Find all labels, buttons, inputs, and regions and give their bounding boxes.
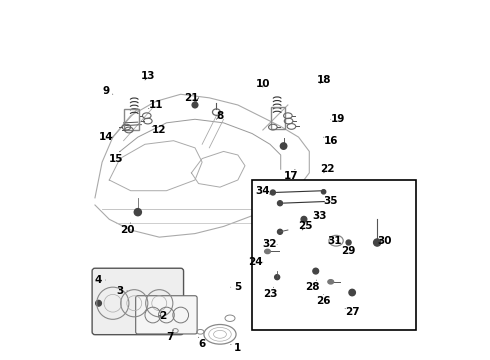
Text: 20: 20 (120, 225, 134, 235)
Text: 7: 7 (166, 332, 173, 342)
Circle shape (349, 289, 355, 296)
Text: 6: 6 (198, 339, 206, 349)
Text: 2: 2 (159, 311, 167, 321)
Text: 22: 22 (320, 164, 334, 174)
Text: 25: 25 (298, 221, 313, 231)
Circle shape (280, 143, 287, 149)
Text: 5: 5 (234, 282, 242, 292)
Circle shape (270, 190, 275, 195)
Text: 19: 19 (331, 114, 345, 124)
Text: 29: 29 (342, 247, 356, 256)
Circle shape (192, 102, 198, 108)
Circle shape (134, 208, 142, 216)
Circle shape (313, 268, 318, 274)
Text: 32: 32 (263, 239, 277, 249)
Ellipse shape (265, 249, 270, 253)
Text: 13: 13 (141, 71, 156, 81)
Text: 11: 11 (148, 100, 163, 110)
Text: 8: 8 (217, 111, 223, 121)
Text: 24: 24 (248, 257, 263, 267)
Circle shape (277, 229, 283, 234)
Circle shape (275, 275, 280, 280)
FancyBboxPatch shape (136, 296, 197, 334)
Text: 9: 9 (102, 86, 109, 96)
Text: 17: 17 (284, 171, 299, 181)
Text: 27: 27 (345, 307, 360, 317)
Circle shape (96, 300, 101, 306)
Text: 16: 16 (323, 136, 338, 146)
Ellipse shape (328, 280, 334, 284)
Bar (270, 108, 285, 129)
Text: 33: 33 (313, 211, 327, 221)
Text: 10: 10 (256, 78, 270, 89)
Circle shape (373, 239, 381, 246)
Text: 23: 23 (263, 289, 277, 299)
Text: 28: 28 (306, 282, 320, 292)
Bar (252, 180, 416, 330)
Text: 1: 1 (234, 343, 242, 353)
Circle shape (321, 190, 326, 194)
FancyBboxPatch shape (92, 268, 184, 335)
Text: 15: 15 (109, 154, 123, 163)
Circle shape (277, 201, 283, 206)
Text: 30: 30 (377, 236, 392, 246)
Text: 3: 3 (116, 286, 123, 296)
Text: 18: 18 (317, 75, 331, 85)
Text: 34: 34 (256, 186, 270, 196)
Text: 12: 12 (152, 125, 167, 135)
Text: 21: 21 (184, 93, 198, 103)
Text: 35: 35 (323, 197, 338, 206)
Text: 26: 26 (317, 296, 331, 306)
Bar (124, 109, 139, 130)
Circle shape (301, 216, 307, 222)
Text: 14: 14 (98, 132, 113, 142)
Text: 4: 4 (95, 275, 102, 285)
Text: 31: 31 (327, 236, 342, 246)
Circle shape (346, 240, 351, 245)
